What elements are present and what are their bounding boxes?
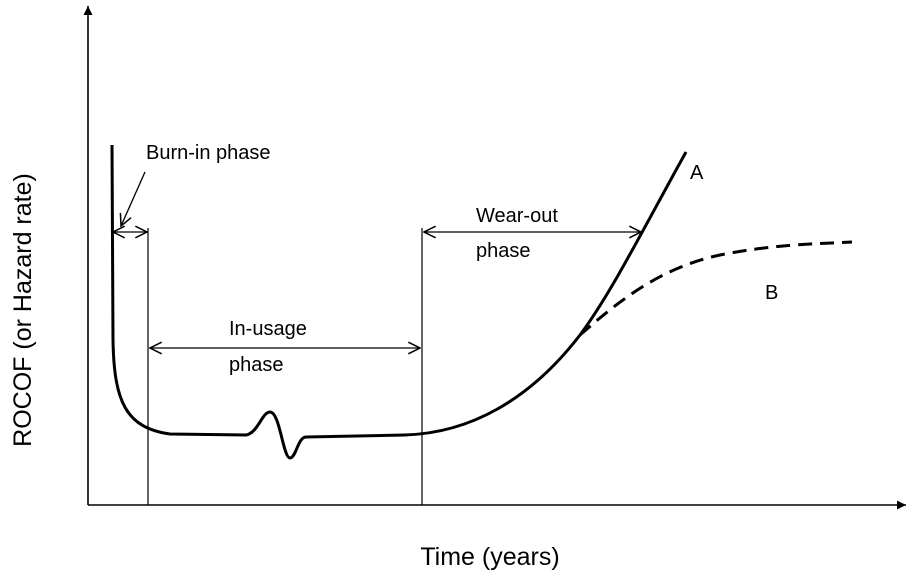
- curve-label: B: [765, 282, 778, 304]
- in-usage-label: phase: [229, 354, 284, 376]
- x-axis-label: Time (years): [420, 543, 559, 571]
- wear-out-label: phase: [476, 240, 531, 262]
- burn-in-label: Burn-in phase: [146, 142, 271, 164]
- y-axis-label: ROCOF (or Hazard rate): [9, 173, 37, 447]
- in-usage-label: In-usage: [229, 318, 307, 340]
- curve-b: [579, 240, 853, 337]
- bathtub-curve: [110, 144, 688, 460]
- curve-label: A: [690, 162, 704, 184]
- burn-in-pointer: [121, 171, 146, 226]
- wear-out-label: Wear-out: [476, 205, 558, 227]
